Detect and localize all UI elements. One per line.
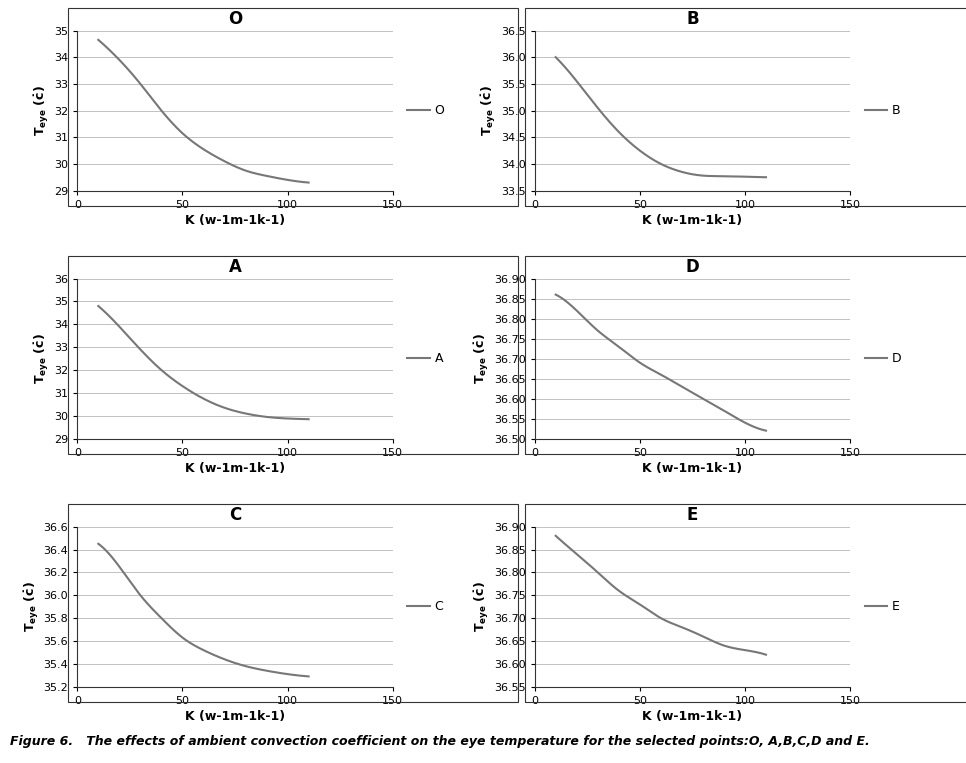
Y-axis label: $\mathregular{T_{eye}}$ ($\mathregular{\dot{c}}$): $\mathregular{T_{eye}}$ ($\mathregular{\… [33,85,51,136]
Text: Figure 6.   The effects of ambient convection coefficient on the eye temperature: Figure 6. The effects of ambient convect… [10,735,869,748]
Title: A: A [229,258,242,275]
X-axis label: K (w-1m-1k-1): K (w-1m-1k-1) [185,710,285,723]
Title: B: B [686,10,698,27]
Title: E: E [687,506,698,523]
X-axis label: K (w-1m-1k-1): K (w-1m-1k-1) [642,462,743,475]
X-axis label: K (w-1m-1k-1): K (w-1m-1k-1) [185,214,285,227]
Legend: E: E [860,595,905,618]
Legend: A: A [402,347,448,370]
Legend: O: O [402,99,449,122]
Y-axis label: $\mathregular{T_{eye}}$ ($\mathregular{\dot{c}}$): $\mathregular{T_{eye}}$ ($\mathregular{\… [22,581,41,632]
Y-axis label: $\mathregular{T_{eye}}$ ($\mathregular{\dot{c}}$): $\mathregular{T_{eye}}$ ($\mathregular{\… [473,581,491,632]
Title: O: O [228,10,242,27]
Title: D: D [686,258,699,275]
Y-axis label: $\mathregular{T_{eye}}$ ($\mathregular{\dot{c}}$): $\mathregular{T_{eye}}$ ($\mathregular{\… [473,333,491,384]
Y-axis label: $\mathregular{T_{eye}}$ ($\mathregular{\dot{c}}$): $\mathregular{T_{eye}}$ ($\mathregular{\… [33,333,51,384]
Legend: D: D [860,347,907,370]
Legend: B: B [860,99,906,122]
X-axis label: K (w-1m-1k-1): K (w-1m-1k-1) [642,214,743,227]
X-axis label: K (w-1m-1k-1): K (w-1m-1k-1) [642,710,743,723]
Y-axis label: $\mathregular{T_{eye}}$ ($\mathregular{\dot{c}}$): $\mathregular{T_{eye}}$ ($\mathregular{\… [480,85,498,136]
X-axis label: K (w-1m-1k-1): K (w-1m-1k-1) [185,462,285,475]
Title: C: C [229,506,242,523]
Legend: C: C [402,595,448,618]
